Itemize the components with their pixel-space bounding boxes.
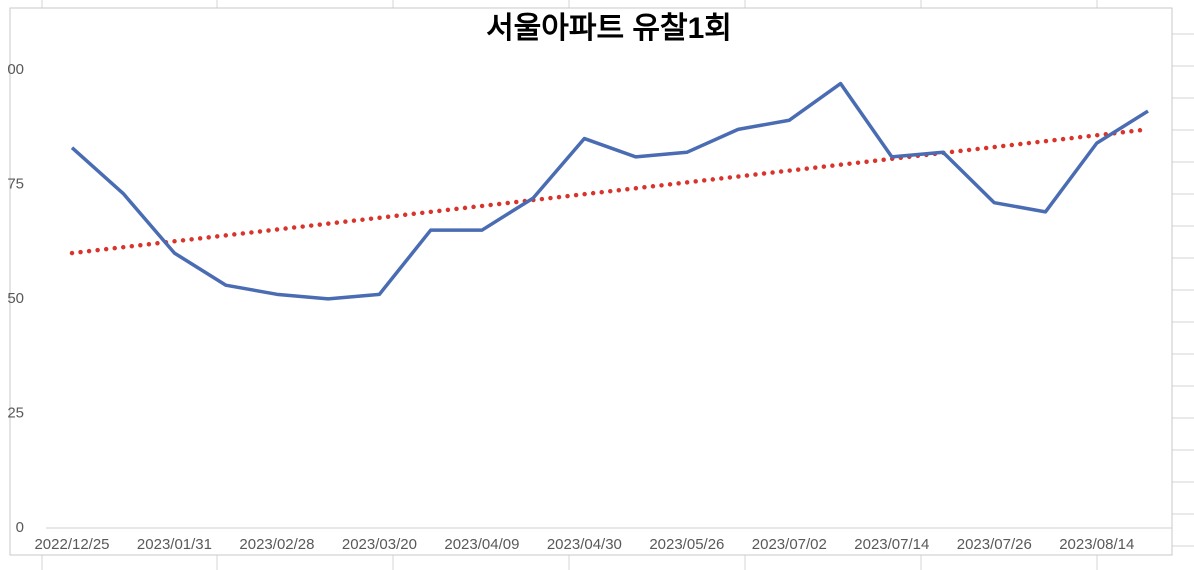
- y-tick-label: 00: [7, 61, 24, 78]
- chart-title: 서울아파트 유찰1회: [486, 12, 732, 45]
- line-series: [70, 81, 1149, 301]
- x-tick-label: 2023/08/14: [1059, 536, 1134, 553]
- x-tick-label: 2022/12/25: [34, 536, 109, 553]
- x-tick-label: 2023/04/09: [444, 536, 519, 553]
- y-tick-label: 0: [16, 519, 24, 536]
- x-tick-label: 2023/05/26: [649, 536, 724, 553]
- y-tick-label: 50: [7, 290, 24, 307]
- x-tick-label: 2023/07/14: [854, 536, 929, 553]
- x-tick-label: 2023/07/26: [957, 536, 1032, 553]
- x-tick-label: 2023/02/28: [239, 536, 314, 553]
- chart-area: [9, 7, 1173, 556]
- x-tick-label: 2023/07/02: [752, 536, 827, 553]
- y-tick-label: 25: [7, 404, 24, 421]
- x-tick-label: 2023/04/30: [547, 536, 622, 553]
- x-tick-label: 2023/01/31: [137, 536, 212, 553]
- x-tick-label: 2023/03/20: [342, 536, 417, 553]
- trendline: [69, 127, 1151, 256]
- y-tick-label: 75: [7, 175, 24, 192]
